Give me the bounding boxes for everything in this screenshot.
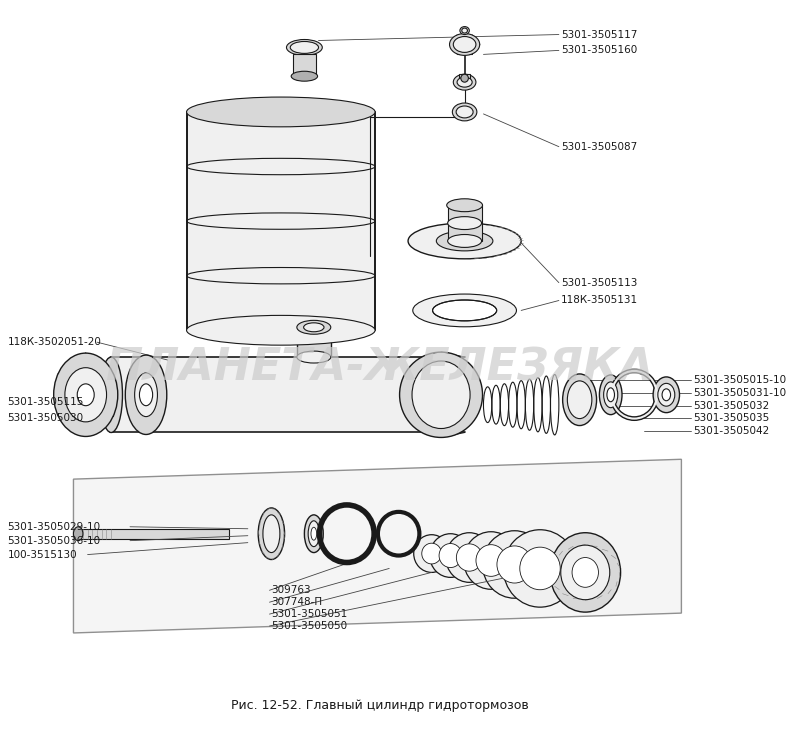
Text: 100-3515130: 100-3515130 (7, 550, 77, 559)
Ellipse shape (408, 223, 521, 259)
Ellipse shape (297, 351, 330, 363)
Ellipse shape (561, 545, 610, 599)
Ellipse shape (446, 199, 482, 212)
Ellipse shape (258, 508, 285, 559)
Ellipse shape (653, 377, 679, 412)
Ellipse shape (462, 28, 467, 33)
Ellipse shape (399, 352, 482, 437)
Text: 5301-3505113: 5301-3505113 (561, 278, 637, 287)
Ellipse shape (456, 544, 482, 571)
Text: 118К-3505131: 118К-3505131 (561, 295, 638, 306)
Polygon shape (74, 459, 682, 633)
Ellipse shape (414, 534, 450, 572)
Text: 5301-3505050: 5301-3505050 (271, 621, 347, 631)
Ellipse shape (433, 300, 497, 321)
Ellipse shape (286, 39, 322, 56)
Ellipse shape (304, 323, 324, 332)
Ellipse shape (422, 543, 442, 564)
Ellipse shape (436, 231, 493, 251)
Ellipse shape (290, 42, 318, 53)
Ellipse shape (464, 531, 518, 589)
Ellipse shape (134, 373, 158, 417)
Ellipse shape (662, 389, 670, 401)
Text: 5301-3505042: 5301-3505042 (693, 426, 769, 436)
Ellipse shape (297, 320, 330, 334)
Text: 5301-3505160: 5301-3505160 (561, 45, 637, 56)
Text: 5301-3505115: 5301-3505115 (7, 397, 84, 406)
Ellipse shape (457, 77, 472, 87)
Ellipse shape (460, 26, 470, 34)
Text: 5301-3505117: 5301-3505117 (561, 29, 637, 39)
Ellipse shape (139, 384, 153, 406)
Ellipse shape (572, 558, 598, 587)
Ellipse shape (456, 106, 473, 118)
Ellipse shape (599, 375, 622, 414)
Bar (186, 112, 375, 330)
Text: 5301-3505036-10: 5301-3505036-10 (7, 536, 101, 545)
Ellipse shape (604, 382, 618, 408)
Ellipse shape (567, 381, 592, 419)
Ellipse shape (126, 355, 166, 434)
Text: 307748-П: 307748-П (271, 597, 322, 607)
Ellipse shape (448, 235, 482, 247)
Ellipse shape (311, 527, 317, 540)
Ellipse shape (263, 515, 280, 553)
Bar (111, 357, 465, 433)
Ellipse shape (503, 530, 577, 607)
Ellipse shape (607, 388, 614, 402)
Ellipse shape (439, 544, 462, 567)
Ellipse shape (54, 353, 118, 436)
Ellipse shape (482, 531, 546, 598)
Text: ПЛАНЕТА-ЖЕЛЕЗЯКА: ПЛАНЕТА-ЖЕЛЕЗЯКА (106, 346, 654, 390)
Ellipse shape (454, 37, 476, 53)
Bar (293, 54, 316, 76)
Ellipse shape (102, 357, 120, 433)
Ellipse shape (550, 533, 621, 612)
Text: 5301-3505015-10: 5301-3505015-10 (693, 375, 786, 385)
Ellipse shape (186, 97, 375, 126)
Ellipse shape (65, 368, 106, 422)
Ellipse shape (412, 361, 470, 428)
Ellipse shape (100, 357, 122, 433)
Ellipse shape (308, 520, 319, 547)
Ellipse shape (448, 216, 482, 230)
Bar (78, 529, 229, 539)
Ellipse shape (454, 75, 476, 90)
Ellipse shape (74, 527, 83, 541)
Ellipse shape (497, 546, 532, 583)
Ellipse shape (476, 545, 506, 576)
Text: Рис. 12-52. Главный цилиндр гидротормозов: Рис. 12-52. Главный цилиндр гидротормозо… (231, 699, 529, 712)
Text: 5301-3505051: 5301-3505051 (271, 609, 348, 619)
Text: 118К-3502051-20: 118К-3502051-20 (7, 337, 102, 347)
Text: 5301-3505032: 5301-3505032 (693, 401, 769, 411)
Ellipse shape (186, 315, 375, 345)
Ellipse shape (304, 515, 323, 553)
Ellipse shape (430, 534, 471, 577)
Ellipse shape (562, 374, 597, 425)
Text: 5301-3505087: 5301-3505087 (561, 142, 637, 151)
Text: 5301-3505031-10: 5301-3505031-10 (693, 387, 786, 398)
Ellipse shape (291, 71, 318, 81)
Bar (459, 75, 470, 82)
Bar (448, 205, 482, 241)
Ellipse shape (452, 103, 477, 121)
Text: 5301-3505035: 5301-3505035 (693, 412, 769, 423)
Ellipse shape (413, 294, 517, 327)
Ellipse shape (446, 533, 493, 583)
Text: 5301-3505029-10: 5301-3505029-10 (7, 522, 101, 531)
Ellipse shape (450, 34, 480, 56)
Ellipse shape (520, 548, 560, 590)
Text: 309763: 309763 (271, 586, 311, 595)
Bar (297, 327, 330, 357)
Ellipse shape (78, 384, 94, 406)
Ellipse shape (461, 75, 468, 82)
Text: 5301-3505030: 5301-3505030 (7, 412, 84, 423)
Ellipse shape (658, 383, 674, 406)
